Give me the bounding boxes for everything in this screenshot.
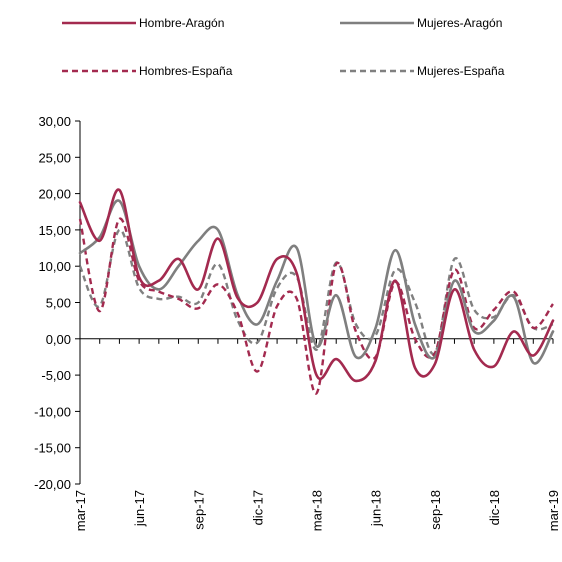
x-tick-label: sep-18	[428, 490, 443, 530]
legend-label: Hombre-Aragón	[139, 16, 224, 30]
y-tick-label: 0,00	[46, 332, 71, 347]
legend-item: Mujeres-España	[340, 64, 505, 78]
legend-item: Mujeres-Aragón	[340, 16, 502, 30]
series-line-Hombre-Aragón	[78, 188, 555, 383]
x-tick-label: mar-17	[73, 490, 88, 531]
legend-label: Mujeres-España	[417, 64, 505, 78]
y-tick-label: 20,00	[38, 187, 71, 202]
y-tick-label: -20,00	[34, 477, 71, 492]
series-line-Mujeres-Aragón	[78, 199, 555, 365]
y-tick-label: 5,00	[46, 296, 71, 311]
x-tick-label: jun-17	[132, 490, 147, 527]
y-tick-label: -15,00	[34, 441, 71, 456]
x-tick-label: jun-18	[369, 490, 384, 527]
y-tick-label: 10,00	[38, 259, 71, 274]
legend: Hombre-Aragón Mujeres-Aragón Hombres-Españ…	[62, 16, 505, 78]
y-tick-label: 15,00	[38, 223, 71, 238]
y-tick-label: -10,00	[34, 404, 71, 419]
x-tick-label: dic-18	[487, 490, 502, 525]
x-tick-label: sep-17	[191, 490, 206, 530]
legend-item: Hombre-Aragón	[62, 16, 224, 30]
x-tick-label: mar-19	[546, 490, 561, 531]
y-tick-label: 30,00	[38, 114, 71, 129]
y-tick-label: 25,00	[38, 150, 71, 165]
x-axis: mar-17 jun-17 sep-17 dic-17 mar-18 jun-18 sep-…	[73, 338, 561, 531]
legend-label: Mujeres-Aragón	[417, 16, 502, 30]
series-lines	[78, 188, 555, 395]
series-line-Mujeres-España	[78, 228, 554, 356]
series-line-Hombres-España	[78, 217, 554, 395]
y-axis: 30,00 25,00 20,00 15,00 10,00 5,00 0,00 -5,00 -1…	[34, 114, 81, 492]
y-tick-label: -5,00	[41, 368, 71, 383]
x-tick-label: mar-18	[310, 490, 325, 531]
legend-item: Hombres-España	[62, 64, 233, 78]
legend-label: Hombres-España	[139, 64, 233, 78]
x-tick-label: dic-17	[250, 490, 265, 525]
